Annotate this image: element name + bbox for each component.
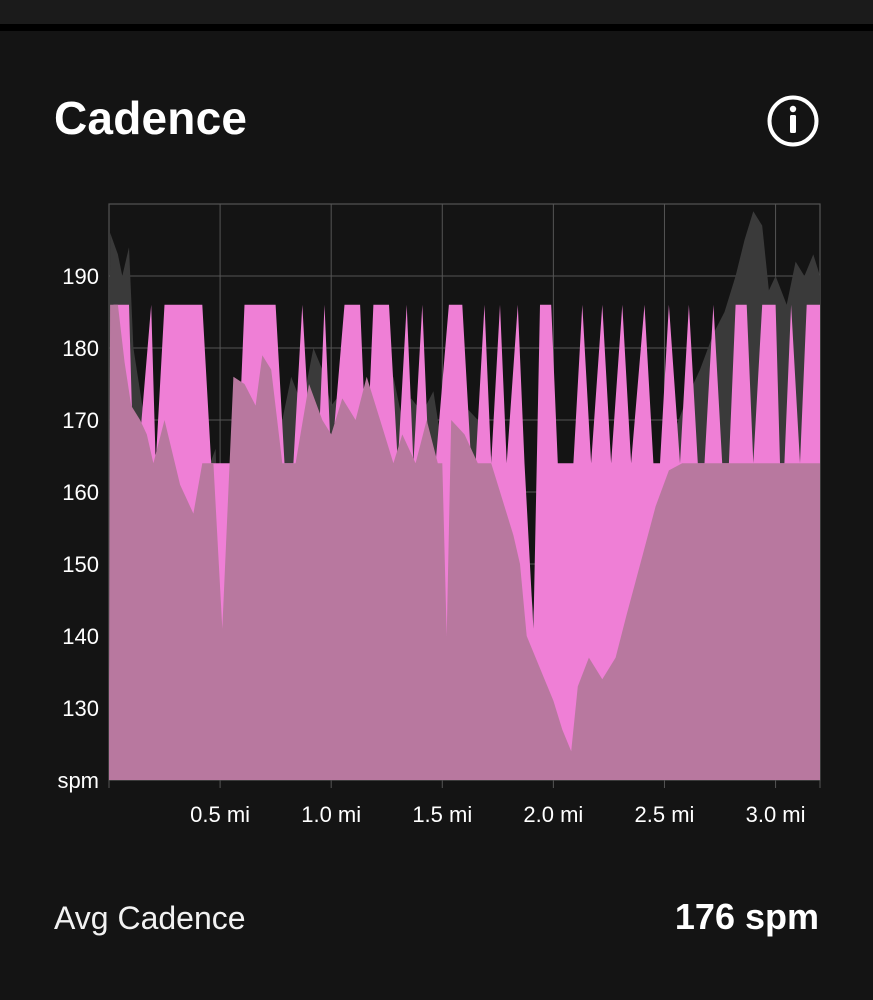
y-tick-label: 130 <box>62 696 99 721</box>
page-title: Cadence <box>54 92 248 144</box>
cadence-chart: 190 180 170 160 150 140 130 spm 0.5 mi 1.0 mi 1.5 … <box>0 190 873 840</box>
y-tick-label: 150 <box>62 552 99 577</box>
series-area-cadence <box>109 304 820 780</box>
avg-cadence-value: 176 spm <box>674 896 819 937</box>
y-tick-label: 190 <box>62 264 99 289</box>
info-button[interactable] <box>766 94 820 148</box>
y-tick-label: 180 <box>62 336 99 361</box>
y-tick-label: 170 <box>62 408 99 433</box>
info-icon <box>767 95 819 147</box>
avg-cadence-label: Avg Cadence <box>54 900 246 936</box>
cadence-chart-svg: 190 180 170 160 150 140 130 spm 0.5 mi 1.0 mi 1.5 … <box>57 203 821 827</box>
x-tick-label: 3.0 mi <box>746 802 806 827</box>
header-divider <box>0 24 873 31</box>
x-tick-label: 2.5 mi <box>635 802 695 827</box>
status-bar <box>0 0 873 24</box>
y-tick-label: 140 <box>62 624 99 649</box>
y-tick-label: 160 <box>62 480 99 505</box>
y-unit-label: spm <box>57 768 99 793</box>
x-tick-label: 2.0 mi <box>523 802 583 827</box>
x-tick-label: 1.0 mi <box>301 802 361 827</box>
x-tick-label: 1.5 mi <box>412 802 472 827</box>
x-tick-label: 0.5 mi <box>190 802 250 827</box>
